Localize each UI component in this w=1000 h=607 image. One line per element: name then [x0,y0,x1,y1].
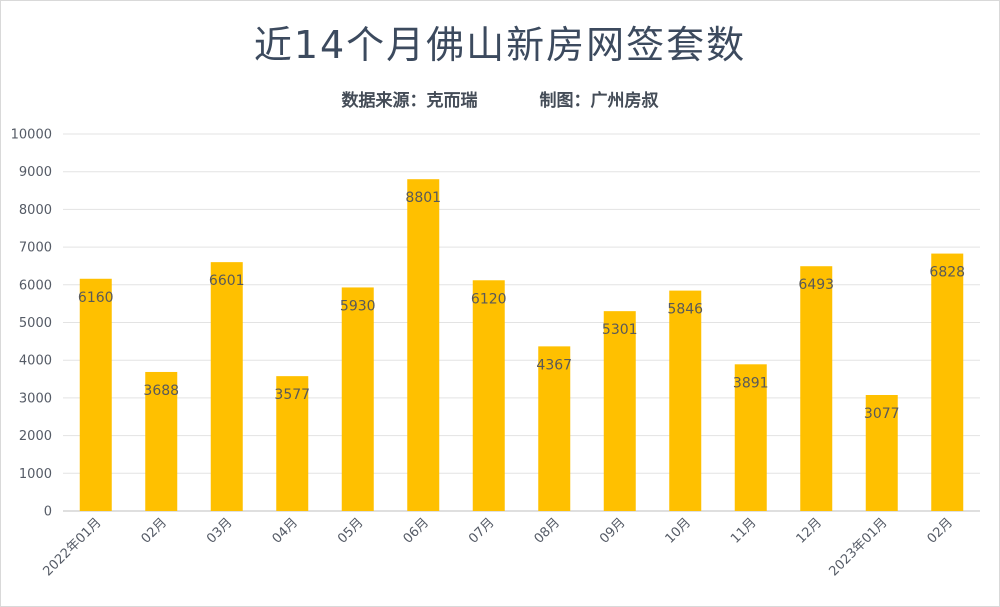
data-label: 3077 [864,406,900,422]
y-tick-label: 5000 [19,316,52,331]
bar [538,346,571,511]
data-label: 6120 [471,291,507,307]
chart-subtitle: 数据来源：克而瑞 制图：广州房叔 [0,86,1000,111]
data-label: 8801 [405,190,441,206]
bar [669,290,702,511]
y-tick-label: 9000 [19,165,52,180]
y-tick-label: 1000 [19,467,52,482]
data-label: 3688 [143,383,179,399]
data-labels: 6160 3688 6601 3577 5930 8801 6120 4367 5301 5846… [78,190,965,422]
x-tick-label: 05月 [335,515,366,546]
bar [865,394,898,511]
data-label: 5846 [667,302,703,318]
y-tick-label: 6000 [19,278,52,293]
x-tick-label: 02月 [925,515,956,546]
y-tick-label: 0 [44,505,52,520]
y-axis: 0 1000 2000 3000 4000 5000 6000 7000 8000 9000 100… [11,128,52,520]
bar [79,278,112,511]
bar [603,311,636,511]
data-label: 3577 [274,387,310,403]
x-tick-label: 2022年01月 [40,515,104,579]
data-label: 6160 [78,290,114,306]
bar [931,253,964,511]
x-tick-label: 10月 [663,515,694,546]
data-label: 6493 [798,277,834,293]
bar [276,376,309,511]
data-label: 5301 [602,322,638,338]
bar [734,364,767,511]
subtitle-source: 数据来源：克而瑞 [341,91,478,111]
data-label: 5930 [340,298,376,314]
data-label: 3891 [733,375,769,391]
x-tick-label: 06月 [401,515,432,546]
subtitle-author: 制图：广州房叔 [539,91,659,111]
bar [341,287,374,511]
x-tick-label: 2023年01月 [826,515,890,579]
x-tick-label: 02月 [139,515,170,546]
y-tick-label: 7000 [19,241,52,256]
data-label: 6601 [209,273,245,289]
x-tick-label: 04月 [270,515,301,546]
y-tick-label: 8000 [19,203,52,218]
y-tick-label: 10000 [11,128,52,143]
y-tick-label: 3000 [19,391,52,406]
bar [800,266,833,511]
bar [210,262,243,511]
x-tick-label: 12月 [794,515,825,546]
x-axis: 2022年01月 02月 03月 04月 05月 06月 07月 08月 09月 10月 11月 12… [40,515,956,579]
x-tick-label: 03月 [204,515,235,546]
bars [79,179,964,511]
y-tick-label: 4000 [19,354,52,369]
x-tick-label: 07月 [466,515,497,546]
bar [145,371,178,511]
gridlines [63,133,980,512]
chart-title: 近14个月佛山新房网签套数 [253,23,747,67]
x-tick-label: 08月 [532,515,563,546]
bar [407,179,440,511]
y-tick-label: 2000 [19,429,52,444]
x-tick-label: 09月 [597,515,628,546]
x-tick-label: 11月 [728,515,759,546]
data-label: 6828 [929,265,965,281]
bar [472,280,505,511]
data-label: 4367 [536,357,572,373]
